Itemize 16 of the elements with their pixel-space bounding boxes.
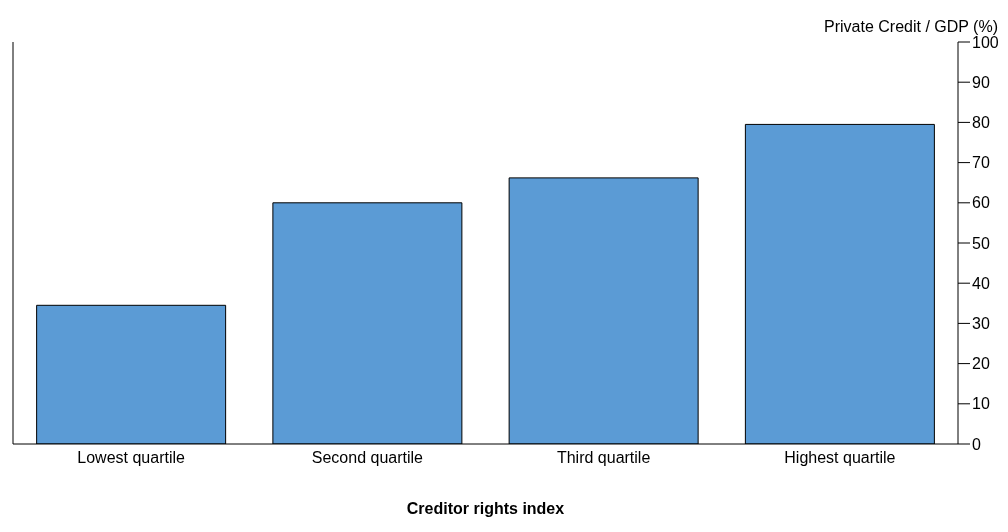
y-axis-title: Private Credit / GDP (%) (824, 18, 998, 35)
y-tick-label: 0 (972, 435, 981, 453)
y-tick-label: 10 (972, 395, 990, 413)
x-tick-label: Second quartile (311, 449, 424, 467)
y-tick-label: 20 (972, 355, 990, 373)
x-tick-label: Highest quartile (784, 449, 896, 467)
y-tick-label: 70 (972, 154, 990, 172)
y-tick-label: 40 (972, 274, 990, 292)
y-tick-label: 50 (972, 234, 990, 252)
x-tick-label: Third quartile (556, 449, 651, 467)
y-tick-label: 80 (972, 114, 990, 132)
x-axis-title: Creditor rights index (406, 500, 565, 517)
y-tick-label: 90 (972, 73, 990, 91)
x-tick-label: Lowest quartile (77, 449, 186, 467)
y-tick-label: 30 (972, 315, 990, 333)
y-tick-label: 60 (972, 194, 990, 212)
